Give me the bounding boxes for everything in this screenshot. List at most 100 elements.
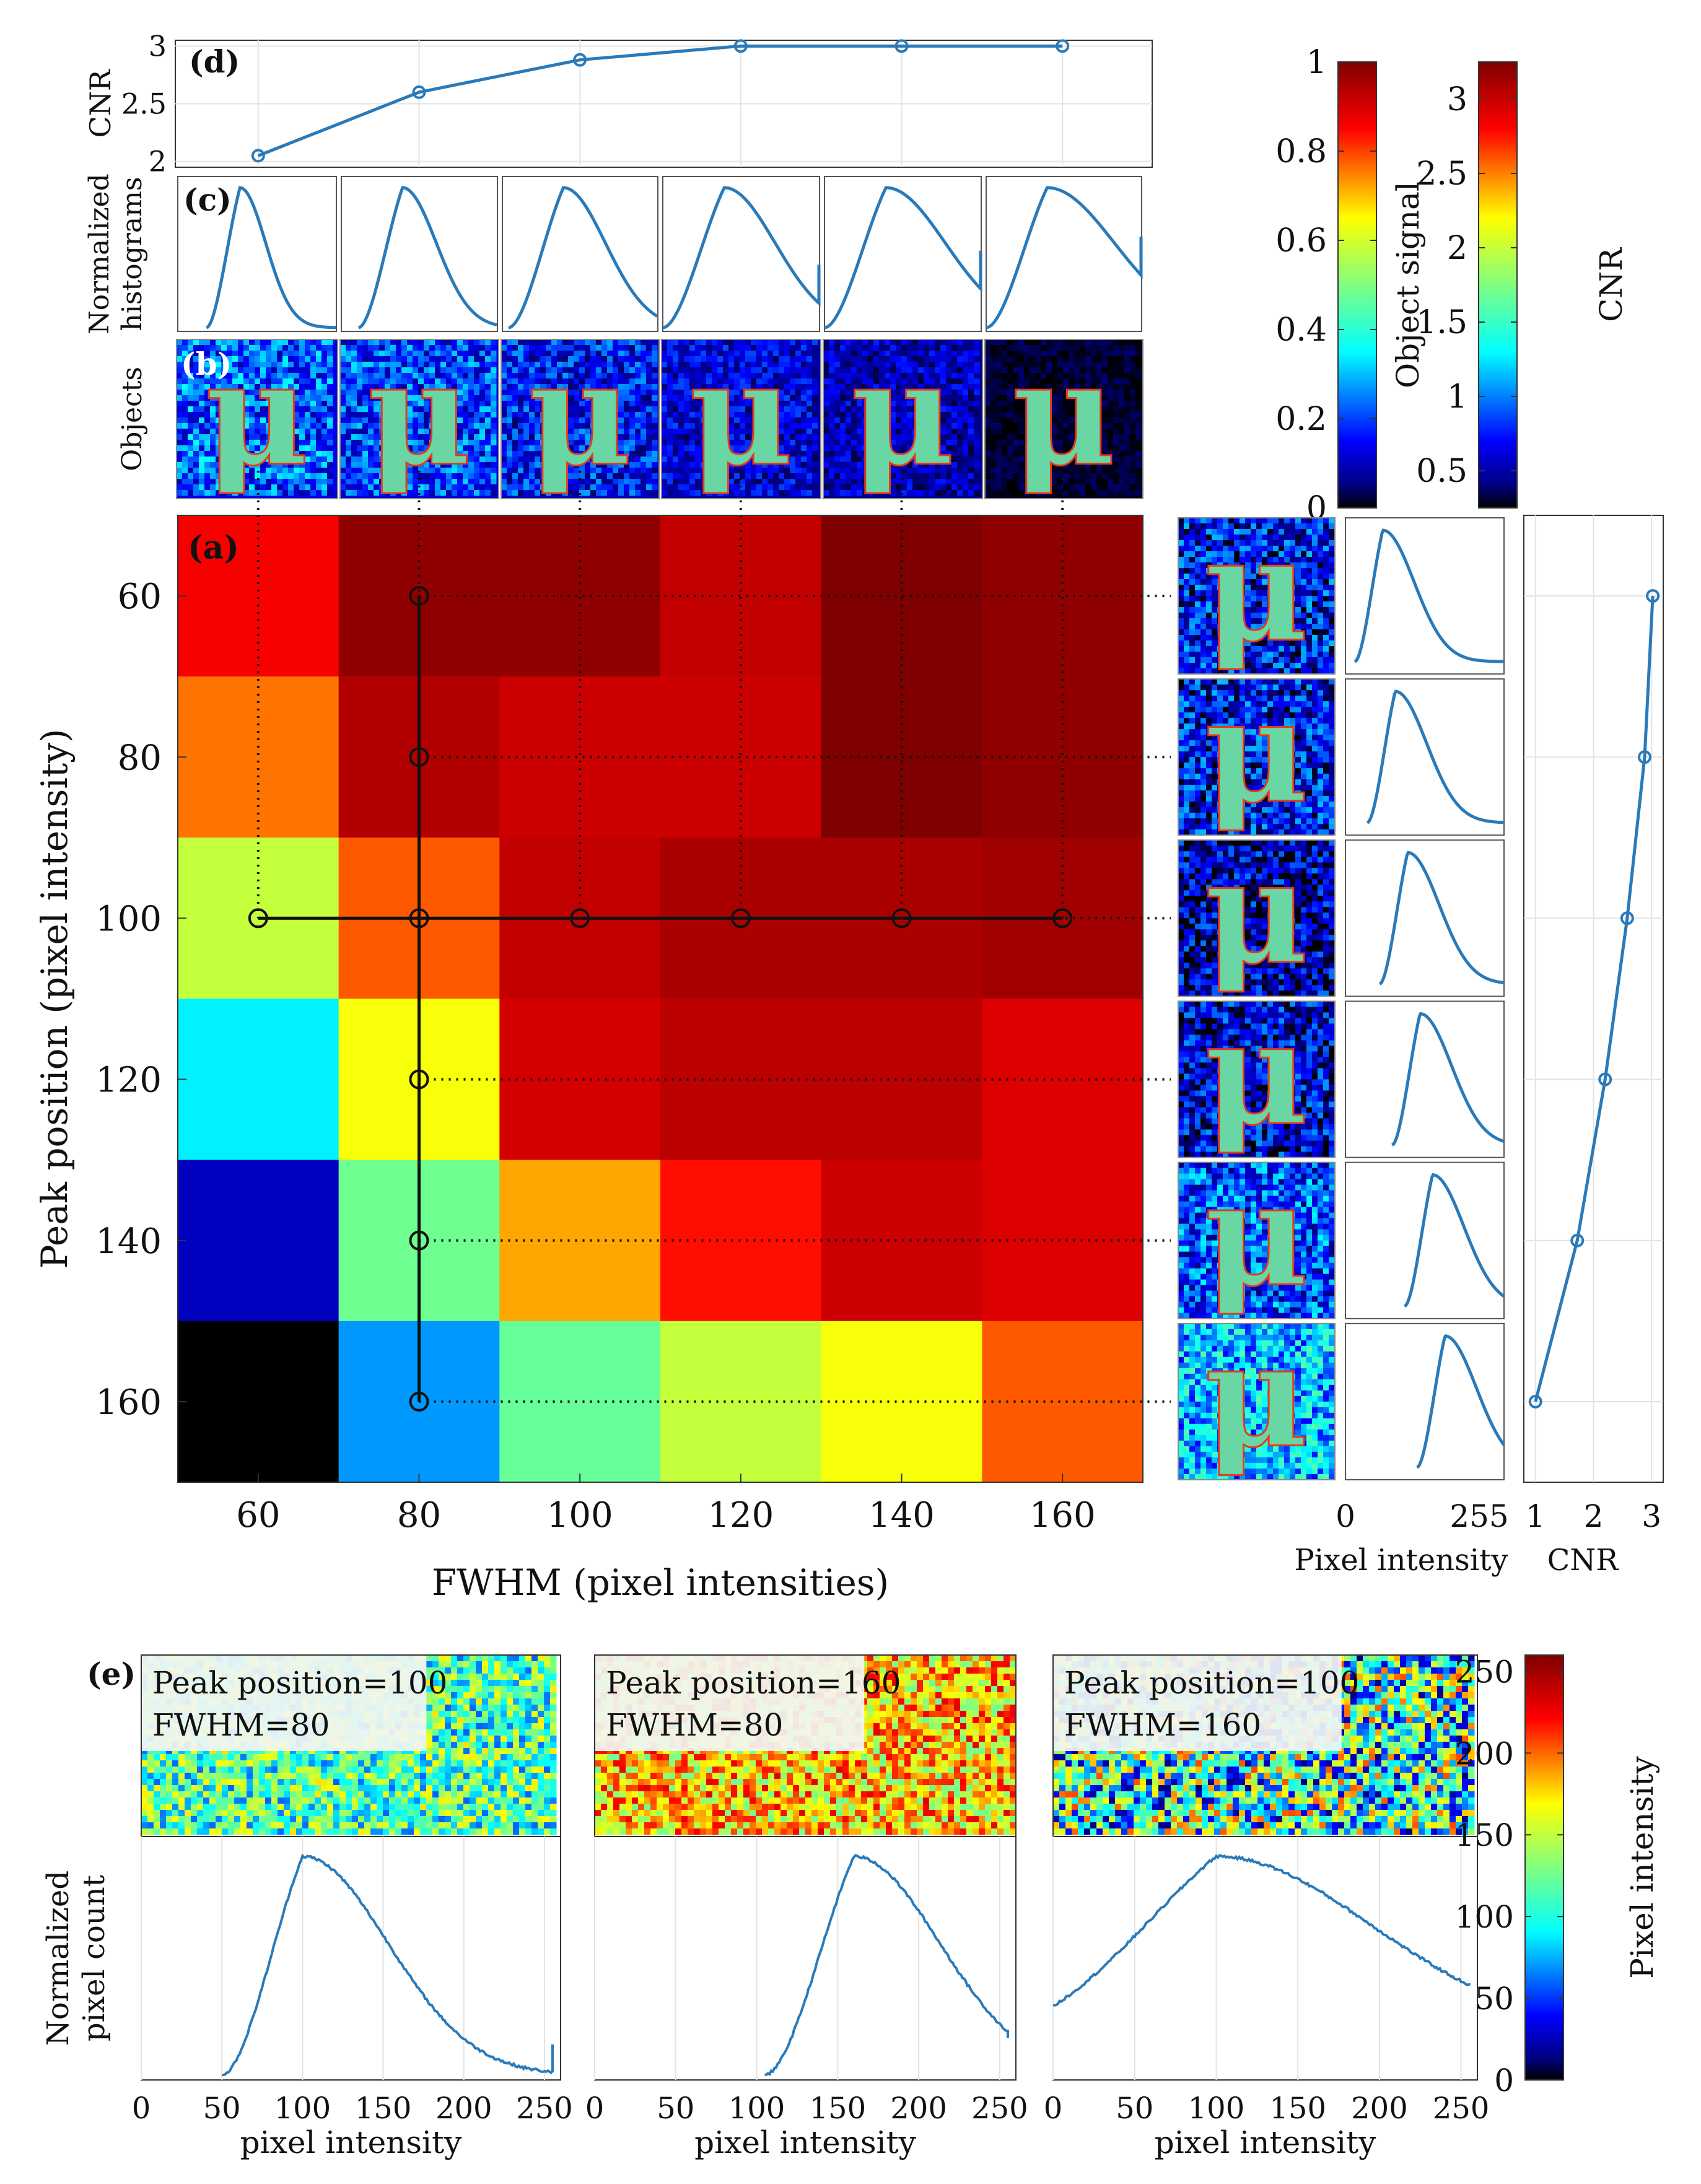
noise-pixel	[501, 484, 507, 491]
noise-pixel	[590, 434, 597, 440]
noise-pixel	[834, 490, 841, 496]
noise-pixel	[568, 473, 574, 479]
noise-pixel	[401, 345, 408, 351]
noise-pixel	[299, 462, 305, 468]
noise-pixel	[305, 445, 311, 452]
noise-pixel	[390, 390, 396, 396]
noise-pixel	[305, 384, 311, 390]
noise-pixel	[546, 440, 552, 446]
noise-pixel	[717, 484, 724, 491]
noise-pixel	[485, 490, 491, 496]
noise-pixel	[734, 412, 740, 418]
noise-pixel	[574, 406, 580, 413]
noise-pixel	[446, 484, 452, 491]
noise-pixel	[424, 401, 430, 407]
noise-pixel	[673, 356, 679, 362]
noise-pixel	[227, 406, 233, 413]
noise-pixel	[723, 395, 729, 401]
noise-pixel	[990, 373, 997, 379]
cnr-axis-label: CNR	[84, 69, 117, 138]
noise-pixel	[535, 468, 541, 474]
noise-pixel	[188, 490, 194, 496]
noise-pixel	[507, 462, 513, 468]
noise-pixel	[574, 429, 580, 435]
noise-pixel	[249, 451, 255, 457]
noise-pixel	[773, 345, 779, 351]
noise-pixel	[512, 406, 518, 413]
noise-pixel	[435, 456, 441, 463]
noise-pixel	[812, 417, 818, 424]
noise-pixel	[723, 390, 729, 396]
noise-pixel	[689, 434, 696, 440]
noise-pixel	[596, 490, 602, 496]
noise-pixel	[546, 390, 552, 396]
noise-pixel	[790, 468, 796, 474]
noise-pixel	[1002, 440, 1008, 446]
noise-pixel	[673, 434, 679, 440]
noise-pixel	[266, 479, 272, 485]
noise-pixel	[396, 339, 402, 346]
noise-pixel	[468, 406, 474, 413]
noise-pixel	[568, 373, 574, 379]
noise-pixel	[607, 390, 613, 396]
noise-pixel	[507, 345, 513, 351]
noise-pixel	[641, 406, 647, 413]
noise-pixel	[756, 429, 763, 435]
noise-pixel	[795, 362, 802, 368]
noise-pixel	[673, 429, 679, 435]
noise-pixel	[379, 479, 385, 485]
noise-pixel	[424, 490, 430, 496]
noise-pixel	[340, 356, 346, 362]
noise-pixel	[221, 345, 227, 351]
noise-pixel	[418, 462, 424, 468]
noise-pixel	[985, 462, 991, 468]
noise-pixel	[728, 473, 735, 479]
noise-pixel	[985, 490, 991, 496]
noise-pixel	[243, 451, 250, 457]
noise-pixel	[518, 417, 524, 424]
noise-pixel	[629, 406, 636, 413]
noise-pixel	[340, 384, 346, 390]
noise-pixel	[974, 429, 980, 435]
noise-pixel	[299, 417, 305, 424]
noise-pixel	[199, 440, 205, 446]
noise-pixel	[784, 406, 790, 413]
noise-pixel	[773, 456, 779, 463]
noise-pixel	[1135, 440, 1142, 446]
noise-pixel	[673, 479, 679, 485]
noise-pixel	[305, 456, 311, 463]
noise-pixel	[740, 401, 746, 407]
noise-pixel	[457, 462, 463, 468]
noise-pixel	[452, 445, 458, 452]
noise-pixel	[390, 468, 396, 474]
noise-pixel	[390, 429, 396, 435]
noise-pixel	[294, 456, 300, 463]
noise-pixel	[579, 412, 585, 418]
noise-pixel	[579, 367, 585, 373]
noise-pixel	[512, 367, 518, 373]
noise-pixel	[310, 423, 317, 429]
noise-pixel	[812, 378, 818, 385]
noise-pixel	[429, 423, 435, 429]
noise-pixel	[429, 401, 435, 407]
noise-pixel	[740, 412, 746, 418]
noise-pixel	[479, 462, 486, 468]
noise-pixel	[712, 367, 718, 373]
noise-pixel	[624, 473, 630, 479]
noise-pixel	[717, 445, 724, 452]
noise-pixel	[457, 451, 463, 457]
noise-pixel	[282, 434, 289, 440]
noise-pixel	[374, 456, 380, 463]
noise-pixel	[457, 351, 463, 357]
noise-pixel	[479, 412, 486, 418]
noise-pixel	[204, 451, 211, 457]
noise-pixel	[562, 484, 569, 491]
noise-pixel	[396, 479, 402, 485]
noise-pixel	[706, 490, 712, 496]
noise-pixel	[512, 434, 518, 440]
noise-pixel	[695, 445, 701, 452]
noise-pixel	[310, 462, 317, 468]
noise-pixel	[974, 417, 980, 424]
noise-pixel	[282, 429, 289, 435]
noise-pixel	[579, 339, 585, 346]
